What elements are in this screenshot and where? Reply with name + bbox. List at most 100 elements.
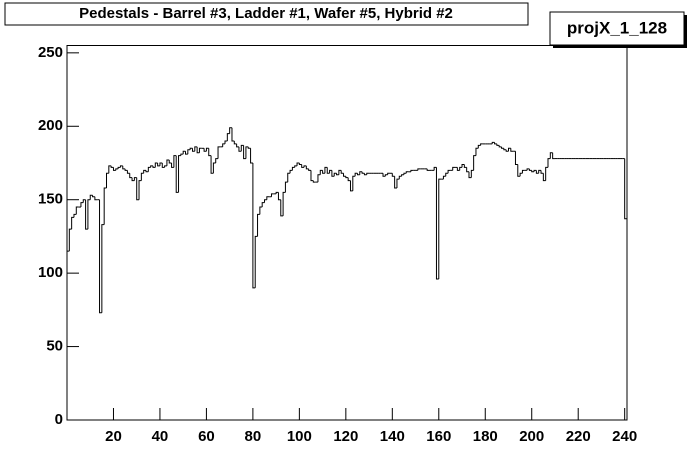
histogram-bin bbox=[545, 166, 548, 181]
histogram-bin bbox=[138, 180, 142, 200]
histogram-bin bbox=[461, 163, 465, 168]
x-tick-label: 240 bbox=[612, 428, 637, 445]
histogram-bin bbox=[112, 167, 116, 171]
x-tick-label: 200 bbox=[519, 428, 544, 445]
histogram-bin bbox=[173, 155, 177, 168]
x-tick-label: 40 bbox=[152, 428, 169, 445]
histogram-bin bbox=[301, 164, 305, 168]
histogram-bin bbox=[226, 133, 230, 141]
histogram-bin bbox=[266, 196, 270, 200]
y-tick-label: 0 bbox=[55, 411, 63, 428]
histogram-bin bbox=[94, 196, 98, 201]
histogram-bin bbox=[124, 168, 128, 171]
histogram-bin bbox=[382, 173, 386, 177]
histogram-bin bbox=[101, 224, 105, 313]
histogram-bin bbox=[66, 250, 70, 420]
histogram-bin bbox=[168, 160, 172, 164]
histogram-bin bbox=[387, 172, 390, 175]
histogram-bin bbox=[119, 165, 123, 168]
histogram-bin bbox=[182, 150, 186, 155]
histogram-bin bbox=[68, 228, 72, 252]
histogram-bin bbox=[401, 174, 404, 177]
histogram-bin bbox=[159, 162, 163, 166]
histogram-bin bbox=[161, 162, 165, 168]
histogram-bin bbox=[310, 170, 314, 182]
y-tick-label: 250 bbox=[38, 44, 63, 61]
histogram-bin bbox=[224, 140, 228, 144]
histogram-bin bbox=[347, 177, 351, 182]
histogram-bin bbox=[191, 148, 195, 152]
histogram-bin bbox=[275, 191, 279, 194]
chart-title: Pedestals - Barrel #3, Ladder #1, Wafer … bbox=[79, 5, 453, 22]
histogram-bin bbox=[85, 199, 88, 230]
histogram-bin bbox=[296, 162, 300, 166]
histogram-bin bbox=[361, 171, 365, 174]
histogram-bin bbox=[143, 169, 147, 174]
histogram-bin bbox=[396, 178, 400, 188]
histogram-bin bbox=[150, 165, 153, 168]
histogram-bin bbox=[243, 145, 246, 160]
histogram-bin bbox=[463, 164, 467, 168]
histogram-bin bbox=[205, 147, 209, 152]
histogram-bin bbox=[394, 176, 397, 189]
histogram-bin bbox=[212, 162, 216, 174]
histogram-bin bbox=[73, 213, 77, 218]
histogram-bin bbox=[359, 171, 363, 175]
histogram-bin bbox=[510, 148, 514, 152]
histogram-bin bbox=[298, 162, 302, 165]
histogram-bin bbox=[287, 172, 291, 183]
histogram-bin bbox=[289, 169, 293, 174]
histogram-bin bbox=[433, 166, 437, 171]
histogram-bin bbox=[303, 165, 307, 168]
histogram-bin bbox=[496, 143, 500, 146]
histogram-bin bbox=[531, 170, 535, 173]
histogram-bin bbox=[363, 173, 367, 176]
histogram-bin bbox=[533, 169, 537, 172]
histogram-bin bbox=[528, 168, 532, 171]
histogram-bin bbox=[145, 170, 149, 173]
histogram-bin bbox=[336, 173, 339, 176]
histogram-bin bbox=[521, 169, 525, 174]
histogram-bin bbox=[208, 148, 212, 157]
histogram-bin bbox=[354, 172, 358, 177]
histogram-bin bbox=[247, 146, 251, 149]
histogram-bin bbox=[264, 199, 267, 203]
histogram-bin bbox=[217, 146, 221, 159]
histogram-bin bbox=[456, 167, 460, 171]
histogram-bin bbox=[280, 199, 284, 217]
x-tick-label: 20 bbox=[105, 428, 122, 445]
histogram-bin bbox=[122, 165, 126, 170]
histogram-bin bbox=[552, 152, 555, 160]
histogram-bin bbox=[517, 164, 521, 177]
histogram-bin bbox=[92, 195, 95, 198]
histogram-bin bbox=[164, 165, 167, 168]
x-tick-label: 60 bbox=[198, 428, 215, 445]
stats-title: projX_1_128 bbox=[567, 18, 667, 37]
histogram-bin bbox=[503, 148, 507, 151]
histogram-bin bbox=[305, 165, 309, 170]
histogram-bin bbox=[108, 165, 112, 174]
histogram-bin bbox=[166, 159, 170, 166]
histogram-bin bbox=[75, 206, 79, 215]
histogram-bin bbox=[326, 167, 330, 174]
histogram-bin bbox=[136, 177, 140, 201]
x-tick-label: 180 bbox=[473, 428, 498, 445]
histogram-bin bbox=[477, 144, 481, 149]
histogram-bin bbox=[352, 175, 356, 191]
histogram-bin bbox=[470, 169, 474, 178]
histogram-bin bbox=[252, 162, 256, 289]
plot-frame bbox=[66, 45, 628, 421]
x-tick-label: 100 bbox=[287, 428, 312, 445]
histogram-bin bbox=[236, 143, 239, 148]
histogram-bin bbox=[140, 172, 144, 181]
histogram-bin bbox=[277, 192, 281, 201]
y-tick-label: 200 bbox=[38, 117, 63, 134]
x-tick-label: 220 bbox=[566, 428, 591, 445]
histogram-bin bbox=[259, 206, 263, 215]
histogram-bin bbox=[475, 147, 479, 156]
histogram-bin bbox=[294, 165, 298, 168]
histogram-bin bbox=[491, 141, 495, 144]
histogram-bin bbox=[540, 170, 544, 174]
histogram-bin bbox=[317, 174, 321, 183]
